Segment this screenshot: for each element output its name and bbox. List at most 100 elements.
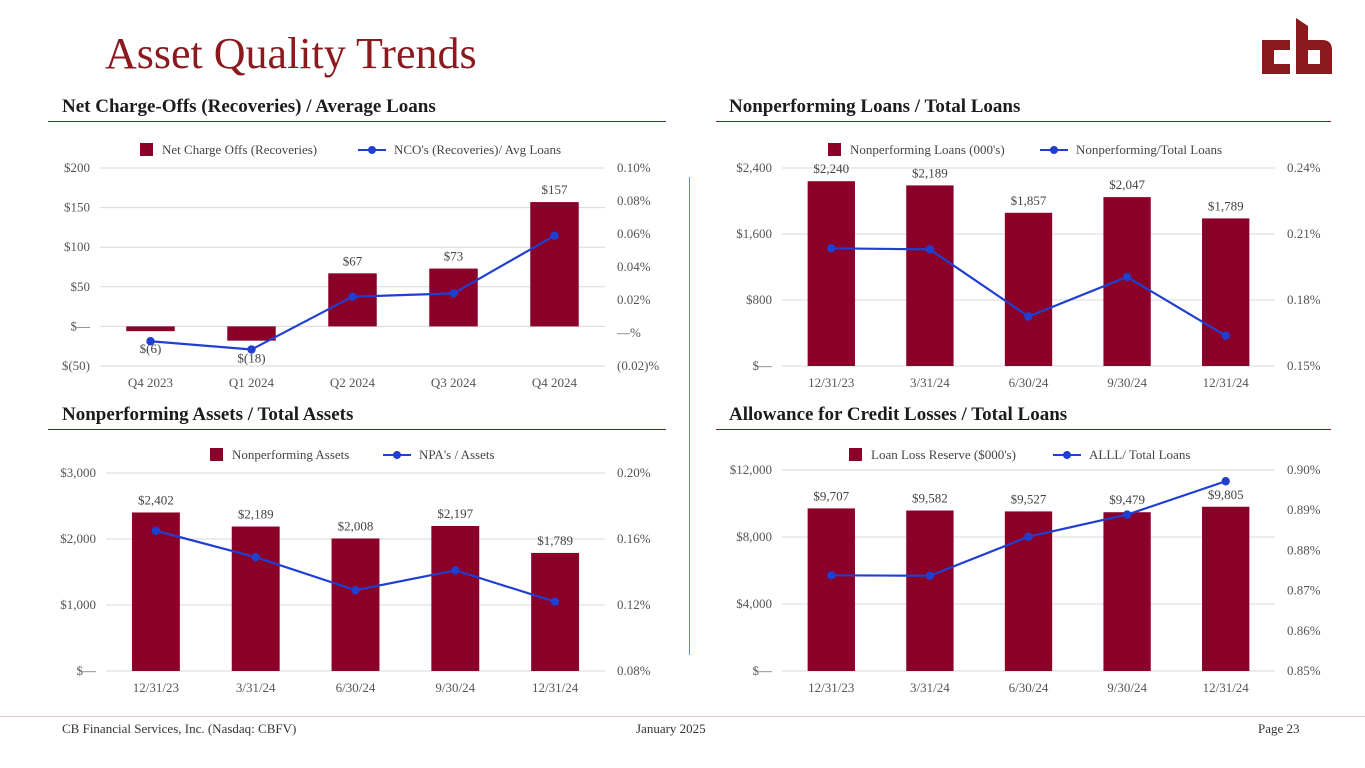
npl-chart: Nonperforming Loans (000's) Nonperforming… xyxy=(736,142,1321,390)
nco-chart: Net Charge Offs (Recoveries) NCO's (Recov… xyxy=(62,142,660,390)
data-label: $9,805 xyxy=(1208,487,1244,502)
y2-tick-label: 0.06% xyxy=(617,226,651,241)
data-label: $(18) xyxy=(237,351,265,366)
x-tick-label: 3/31/24 xyxy=(910,375,950,390)
x-tick-label: Q2 2024 xyxy=(330,375,376,390)
legend-bar-label: Nonperforming Loans (000's) xyxy=(850,142,1005,157)
bar xyxy=(431,525,480,671)
footer-company: CB Financial Services, Inc. (Nasdaq: CBF… xyxy=(62,721,297,736)
y-tick-label: $— xyxy=(753,663,774,678)
y-tick-label: $800 xyxy=(746,292,772,307)
y2-tick-label: 0.08% xyxy=(617,193,651,208)
cb-logo-icon xyxy=(1262,18,1332,74)
bar xyxy=(1202,218,1250,366)
legend-line-label: NCO's (Recoveries)/ Avg Loans xyxy=(394,142,561,157)
y2-tick-label: 0.20% xyxy=(617,465,651,480)
data-label: $157 xyxy=(542,182,569,197)
y-tick-label: $2,400 xyxy=(736,160,772,175)
y2-tick-label: 0.02% xyxy=(617,292,651,307)
y2-tick-label: —% xyxy=(616,325,641,340)
y2-tick-label: (0.02)% xyxy=(617,358,659,373)
data-label: $9,527 xyxy=(1011,491,1047,506)
legend-line-marker xyxy=(1050,146,1058,154)
y2-tick-label: 0.89% xyxy=(1287,502,1321,517)
legend-bar-swatch xyxy=(140,143,153,156)
x-tick-label: 3/31/24 xyxy=(236,680,276,695)
y-tick-label: $— xyxy=(753,358,774,373)
bar xyxy=(227,326,276,341)
y2-tick-label: 0.24% xyxy=(1287,160,1321,175)
data-label: $2,189 xyxy=(912,165,948,180)
x-tick-label: 3/31/24 xyxy=(910,680,950,695)
footer-page-number: Page 23 xyxy=(1258,721,1300,736)
y2-tick-label: 0.10% xyxy=(617,160,651,175)
data-label: $73 xyxy=(444,249,464,264)
data-label: $9,707 xyxy=(813,488,849,503)
y2-tick-label: 0.18% xyxy=(1287,292,1321,307)
y-tick-label: $4,000 xyxy=(736,596,772,611)
acl-section-rule xyxy=(716,429,1331,430)
data-label: $1,789 xyxy=(537,533,573,548)
y2-tick-label: 0.88% xyxy=(1287,542,1321,557)
legend-bar-label: Loan Loss Reserve ($000's) xyxy=(871,447,1016,462)
data-label: $1,789 xyxy=(1208,198,1244,213)
legend-line-label: ALLL/ Total Loans xyxy=(1089,447,1190,462)
legend-line-marker xyxy=(1063,451,1071,459)
data-label: $67 xyxy=(343,253,363,268)
bar xyxy=(231,526,280,671)
legend-line-marker xyxy=(368,146,376,154)
y-tick-label: $1,000 xyxy=(60,597,96,612)
legend-line-label: Nonperforming/Total Loans xyxy=(1076,142,1222,157)
x-tick-label: 9/30/24 xyxy=(1107,375,1147,390)
data-label: $2,189 xyxy=(238,507,274,522)
legend-bar-swatch xyxy=(210,448,223,461)
y2-tick-label: 0.16% xyxy=(617,531,651,546)
acl-section-title: Allowance for Credit Losses / Total Loan… xyxy=(729,404,1068,425)
x-tick-label: 6/30/24 xyxy=(336,680,376,695)
y-tick-label: $2,000 xyxy=(60,531,96,546)
nco-section-rule xyxy=(48,121,666,122)
acl-chart: Loan Loss Reserve ($000's) ALLL/ Total Lo… xyxy=(730,447,1321,695)
y2-tick-label: 0.04% xyxy=(617,259,651,274)
data-label: $2,240 xyxy=(813,161,849,176)
bar xyxy=(1103,512,1151,671)
y2-tick-label: 0.90% xyxy=(1287,462,1321,477)
npa-chart: Nonperforming Assets NPA's / Assets $— $1,0… xyxy=(60,447,651,695)
x-tick-label: Q4 2023 xyxy=(128,375,173,390)
bar xyxy=(531,552,580,671)
bar xyxy=(1004,212,1053,366)
line-point xyxy=(827,244,836,253)
data-label: $2,008 xyxy=(338,518,374,533)
line-point xyxy=(1122,510,1132,519)
bar xyxy=(331,538,380,671)
y2-tick-label: 0.87% xyxy=(1287,583,1321,598)
x-tick-label: Q3 2024 xyxy=(431,375,477,390)
npl-section-title: Nonperforming Loans / Total Loans xyxy=(729,96,1021,117)
nco-section-title: Net Charge-Offs (Recoveries) / Average L… xyxy=(62,96,436,117)
y-tick-label: $(50) xyxy=(62,358,90,373)
line-point xyxy=(925,245,935,254)
legend-bar-swatch xyxy=(849,448,862,461)
vertical-divider xyxy=(689,177,690,655)
line-point xyxy=(449,289,458,298)
data-label: $1,857 xyxy=(1011,193,1047,208)
data-label: $2,047 xyxy=(1109,177,1145,192)
y2-tick-label: 0.21% xyxy=(1287,226,1321,241)
x-tick-label: Q1 2024 xyxy=(229,375,275,390)
y-tick-label: $200 xyxy=(64,160,90,175)
legend-line-label: NPA's / Assets xyxy=(419,447,495,462)
line-point xyxy=(1122,272,1132,282)
data-label: $9,582 xyxy=(912,491,948,506)
y-tick-label: $1,600 xyxy=(736,226,772,241)
x-tick-label: 9/30/24 xyxy=(1107,680,1147,695)
y-tick-label: $3,000 xyxy=(60,465,96,480)
npl-section-rule xyxy=(716,121,1331,122)
x-tick-label: 12/31/24 xyxy=(532,680,579,695)
y-tick-label: $12,000 xyxy=(730,462,772,477)
page-title: Asset Quality Trends xyxy=(105,29,477,78)
line-point xyxy=(247,345,256,354)
x-tick-label: 6/30/24 xyxy=(1009,680,1049,695)
legend-line-marker xyxy=(393,451,401,459)
y2-tick-label: 0.86% xyxy=(1287,623,1321,638)
bar xyxy=(1202,506,1250,671)
